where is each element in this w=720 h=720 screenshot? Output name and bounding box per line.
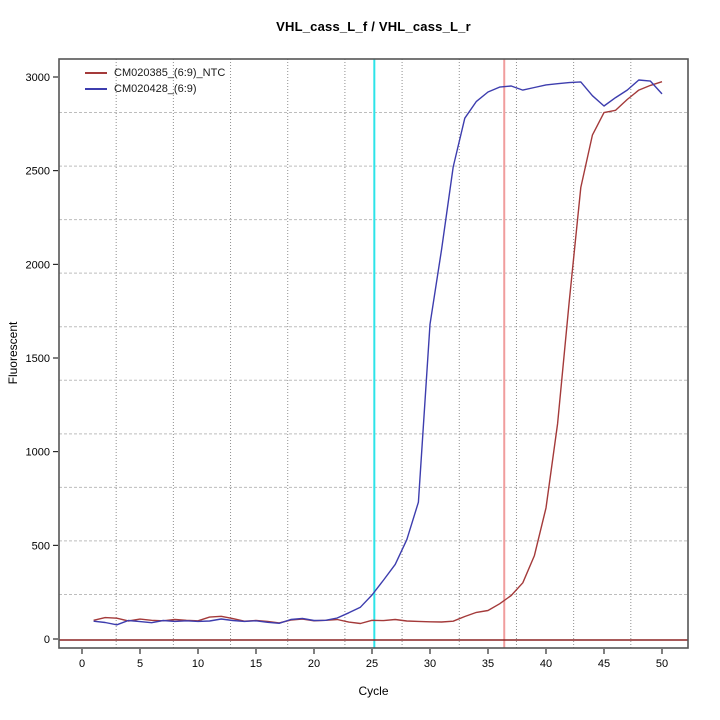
legend: CM020385_(6:9)_NTC CM020428_(6:9) <box>85 65 225 96</box>
legend-item-sample: CM020428_(6:9) <box>85 81 225 96</box>
series-curve-1 <box>93 79 663 626</box>
legend-swatch-red-line <box>85 71 107 74</box>
plot-border <box>58 58 689 649</box>
y-tick-label: 1000 <box>26 447 50 459</box>
legend-label-sample: CM020428_(6:9) <box>114 82 197 95</box>
series-curve-0 <box>93 81 663 625</box>
x-tick-label: 30 <box>424 658 436 670</box>
legend-swatch-blue-line <box>85 87 107 90</box>
y-axis-title: Fluorescent <box>6 321 20 385</box>
x-tick-label: 40 <box>540 658 552 670</box>
chart-title: VHL_cass_L_f / VHL_cass_L_r <box>276 19 471 34</box>
x-tick-label: 35 <box>482 658 494 670</box>
y-tick-label: 3000 <box>26 72 50 84</box>
y-tick-label: 2000 <box>26 259 50 271</box>
y-tick-label: 500 <box>32 540 50 552</box>
x-tick-label: 10 <box>192 658 204 670</box>
x-axis-title: Cycle <box>358 684 389 698</box>
legend-item-ntc: CM020385_(6:9)_NTC <box>85 65 225 80</box>
x-tick-label: 50 <box>656 658 668 670</box>
x-tick-label: 15 <box>250 658 262 670</box>
x-tick-label: 0 <box>79 658 85 670</box>
y-tick-label: 1500 <box>26 353 50 365</box>
x-tick-label: 25 <box>366 658 378 670</box>
y-tick-label: 0 <box>44 634 50 646</box>
y-tick-label: 2500 <box>26 166 50 178</box>
x-tick-label: 5 <box>137 658 143 670</box>
x-tick-label: 20 <box>308 658 320 670</box>
legend-label-ntc: CM020385_(6:9)_NTC <box>114 66 226 79</box>
x-tick-label: 45 <box>598 658 610 670</box>
